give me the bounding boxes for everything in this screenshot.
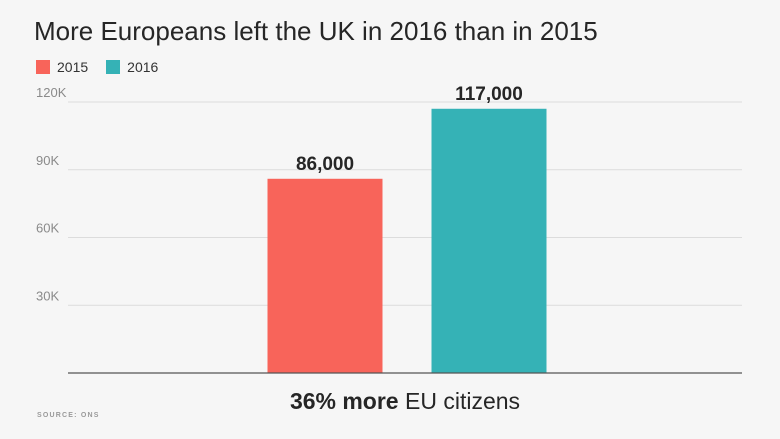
- legend-label-2016: 2016: [127, 59, 159, 75]
- source-note: SOURCE: ONS: [37, 412, 100, 419]
- legend-swatch-2015: [36, 60, 50, 74]
- y-tick-label-120K: 120K: [36, 85, 67, 100]
- y-tick-label-60K: 60K: [36, 221, 59, 236]
- legend-label-2015: 2015: [57, 59, 89, 75]
- legend-swatch-2016: [106, 60, 121, 74]
- caption-highlight: 36% more: [289, 388, 399, 414]
- bar-2015: [267, 178, 383, 373]
- legend: 2015 2016: [36, 59, 176, 75]
- caption-text: EU citizens: [398, 388, 521, 414]
- y-tick-label-30K: 30K: [36, 288, 59, 303]
- legend-item-2015: 2015: [36, 59, 88, 75]
- legend-item-2016: 2016: [106, 59, 158, 75]
- data-label-2016: 117,000: [455, 84, 523, 105]
- y-tick-label-90K: 90K: [36, 153, 59, 168]
- chart-caption: 36% more EU citizens: [0, 388, 780, 415]
- bar-2016: [431, 108, 547, 374]
- chart-title: More Europeans left the UK in 2016 than …: [34, 16, 598, 46]
- data-label-2015: 86,000: [296, 154, 354, 175]
